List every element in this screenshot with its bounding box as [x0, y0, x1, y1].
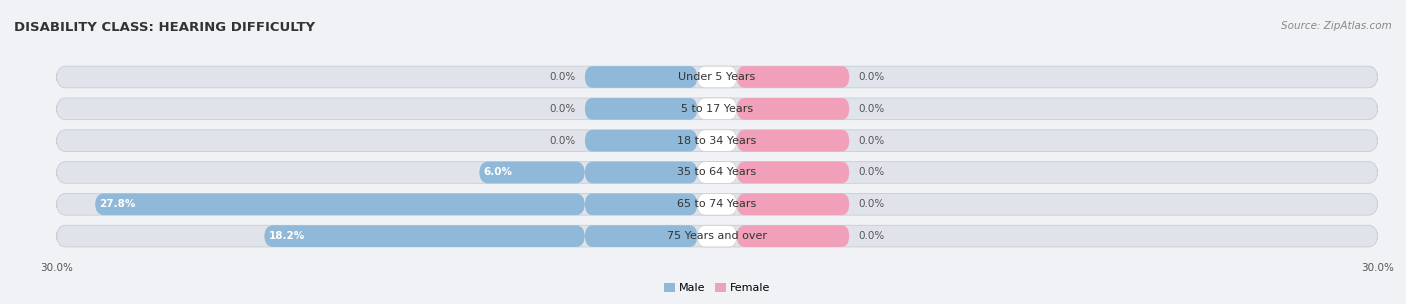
Text: 18 to 34 Years: 18 to 34 Years	[678, 136, 756, 146]
Text: Under 5 Years: Under 5 Years	[679, 72, 755, 82]
Text: 75 Years and over: 75 Years and over	[666, 231, 768, 241]
FancyBboxPatch shape	[56, 98, 1378, 120]
Text: 6.0%: 6.0%	[484, 168, 513, 178]
FancyBboxPatch shape	[737, 98, 849, 120]
Legend: Male, Female: Male, Female	[659, 278, 775, 298]
FancyBboxPatch shape	[585, 193, 697, 215]
Text: 0.0%: 0.0%	[858, 199, 884, 209]
FancyBboxPatch shape	[697, 193, 737, 215]
FancyBboxPatch shape	[585, 225, 697, 247]
FancyBboxPatch shape	[264, 225, 585, 247]
FancyBboxPatch shape	[585, 66, 697, 88]
Text: 0.0%: 0.0%	[858, 72, 884, 82]
FancyBboxPatch shape	[697, 130, 737, 151]
Text: 0.0%: 0.0%	[550, 104, 576, 114]
Text: 65 to 74 Years: 65 to 74 Years	[678, 199, 756, 209]
FancyBboxPatch shape	[585, 98, 697, 120]
FancyBboxPatch shape	[737, 225, 849, 247]
FancyBboxPatch shape	[585, 130, 697, 151]
Text: 0.0%: 0.0%	[858, 168, 884, 178]
FancyBboxPatch shape	[56, 66, 1378, 88]
FancyBboxPatch shape	[56, 193, 1378, 215]
Text: 27.8%: 27.8%	[100, 199, 136, 209]
FancyBboxPatch shape	[56, 162, 1378, 183]
Text: 0.0%: 0.0%	[550, 72, 576, 82]
FancyBboxPatch shape	[697, 98, 737, 120]
FancyBboxPatch shape	[585, 162, 697, 183]
Text: Source: ZipAtlas.com: Source: ZipAtlas.com	[1281, 21, 1392, 31]
Text: 35 to 64 Years: 35 to 64 Years	[678, 168, 756, 178]
Text: DISABILITY CLASS: HEARING DIFFICULTY: DISABILITY CLASS: HEARING DIFFICULTY	[14, 21, 315, 34]
FancyBboxPatch shape	[737, 162, 849, 183]
Text: 0.0%: 0.0%	[550, 136, 576, 146]
FancyBboxPatch shape	[56, 130, 1378, 151]
FancyBboxPatch shape	[737, 130, 849, 151]
Text: 0.0%: 0.0%	[858, 104, 884, 114]
FancyBboxPatch shape	[737, 193, 849, 215]
Text: 5 to 17 Years: 5 to 17 Years	[681, 104, 754, 114]
FancyBboxPatch shape	[697, 225, 737, 247]
Text: 18.2%: 18.2%	[269, 231, 305, 241]
FancyBboxPatch shape	[697, 66, 737, 88]
Text: 0.0%: 0.0%	[858, 231, 884, 241]
FancyBboxPatch shape	[697, 162, 737, 183]
FancyBboxPatch shape	[737, 66, 849, 88]
Text: 0.0%: 0.0%	[858, 136, 884, 146]
FancyBboxPatch shape	[479, 162, 585, 183]
FancyBboxPatch shape	[96, 193, 585, 215]
FancyBboxPatch shape	[56, 225, 1378, 247]
